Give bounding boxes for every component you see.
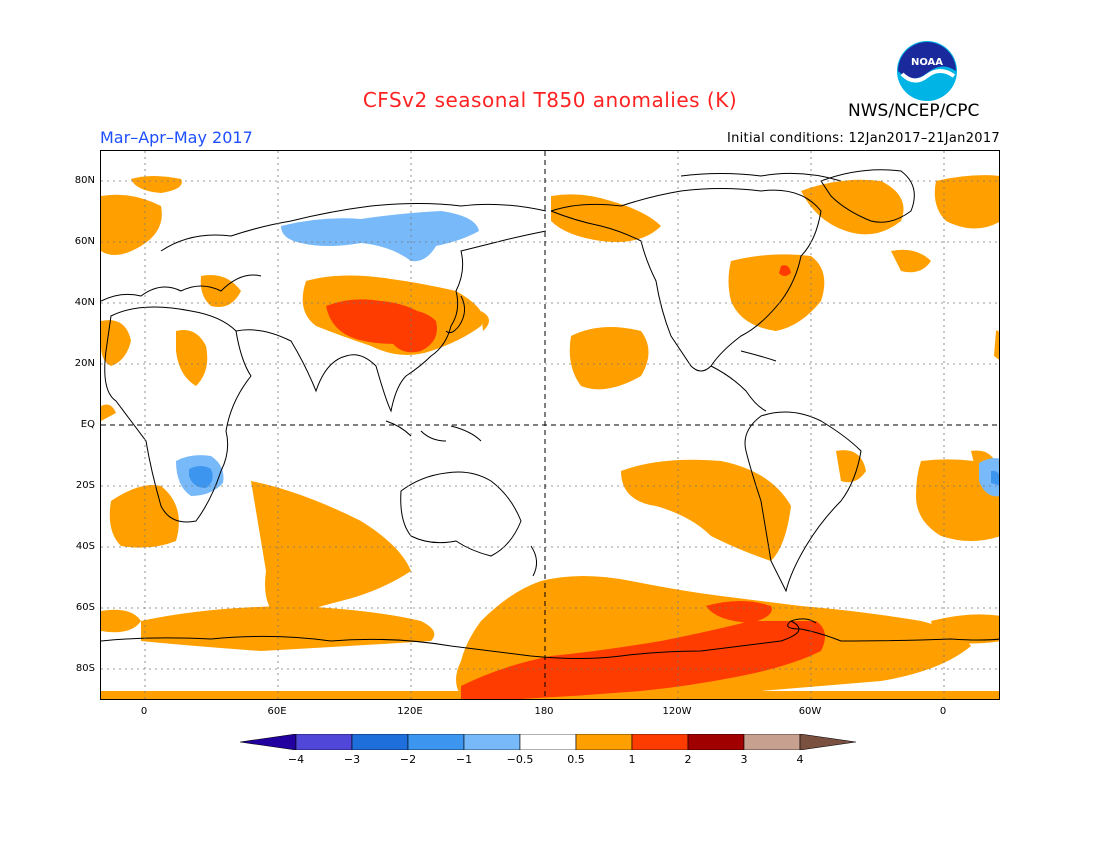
colorbar-tick-label: −2 bbox=[399, 753, 417, 766]
lat-label: 60N bbox=[74, 236, 95, 247]
lat-label: 60S bbox=[75, 602, 95, 613]
colorbar bbox=[240, 734, 857, 750]
colorbar-tick-label: 2 bbox=[684, 753, 692, 766]
colorbar-arrow-low bbox=[240, 734, 297, 750]
noaa-logo: NOAA bbox=[897, 41, 957, 101]
lon-label: 60E bbox=[267, 706, 287, 717]
equator-and-dateline bbox=[101, 151, 999, 699]
lat-label: 80N bbox=[74, 175, 95, 186]
strong-warm-anomaly-areas bbox=[326, 265, 825, 699]
colorbar-tick-label: 3 bbox=[740, 753, 748, 766]
colorbar-segment bbox=[519, 734, 577, 750]
anomaly-map bbox=[100, 150, 1000, 700]
season-label: Mar–Apr–May 2017 bbox=[100, 128, 253, 147]
colorbar-tick-label: 1 bbox=[628, 753, 636, 766]
lat-lon-grid bbox=[101, 151, 999, 699]
lat-label: 40N bbox=[74, 297, 95, 308]
colorbar-tick-label: −3 bbox=[343, 753, 361, 766]
map-canvas bbox=[101, 151, 999, 699]
lon-label: 120E bbox=[397, 706, 423, 717]
colorbar-segment bbox=[463, 734, 521, 750]
lat-label: EQ bbox=[80, 419, 95, 430]
colorbar-segment bbox=[351, 734, 409, 750]
strong-cool-anomaly-areas bbox=[189, 466, 999, 488]
lon-label: 180 bbox=[534, 706, 554, 717]
agency-label: NWS/NCEP/CPC bbox=[848, 101, 980, 121]
lon-label: 0 bbox=[140, 706, 148, 717]
lat-label: 20N bbox=[74, 358, 95, 369]
colorbar-arrow-high bbox=[799, 734, 857, 750]
lon-label: 120W bbox=[662, 706, 692, 717]
initial-conditions-label: Initial conditions: 12Jan2017–21Jan2017 bbox=[726, 131, 1000, 146]
colorbar-segment bbox=[575, 734, 633, 750]
coastlines bbox=[101, 169, 999, 659]
colorbar-tick-label: 4 bbox=[796, 753, 804, 766]
lon-label: 0 bbox=[939, 706, 947, 717]
colorbar-segment bbox=[407, 734, 465, 750]
colorbar-segment bbox=[743, 734, 801, 750]
colorbar-tick-label: −4 bbox=[287, 753, 305, 766]
colorbar-tick-label: −1 bbox=[455, 753, 473, 766]
map-title: CFSv2 seasonal T850 anomalies (K) bbox=[362, 88, 738, 112]
colorbar-tick-label: 0.5 bbox=[567, 753, 585, 766]
warm-anomaly-areas bbox=[101, 175, 999, 699]
logo-text: NOAA bbox=[911, 57, 943, 68]
lat-label: 80S bbox=[75, 663, 95, 674]
colorbar-tick-label: −0.5 bbox=[506, 753, 534, 766]
colorbar-segment bbox=[687, 734, 745, 750]
lat-label: 20S bbox=[75, 480, 95, 491]
lat-label: 40S bbox=[75, 541, 95, 552]
colorbar-segment bbox=[631, 734, 689, 750]
lon-label: 60W bbox=[798, 706, 822, 717]
colorbar-segment bbox=[295, 734, 353, 750]
